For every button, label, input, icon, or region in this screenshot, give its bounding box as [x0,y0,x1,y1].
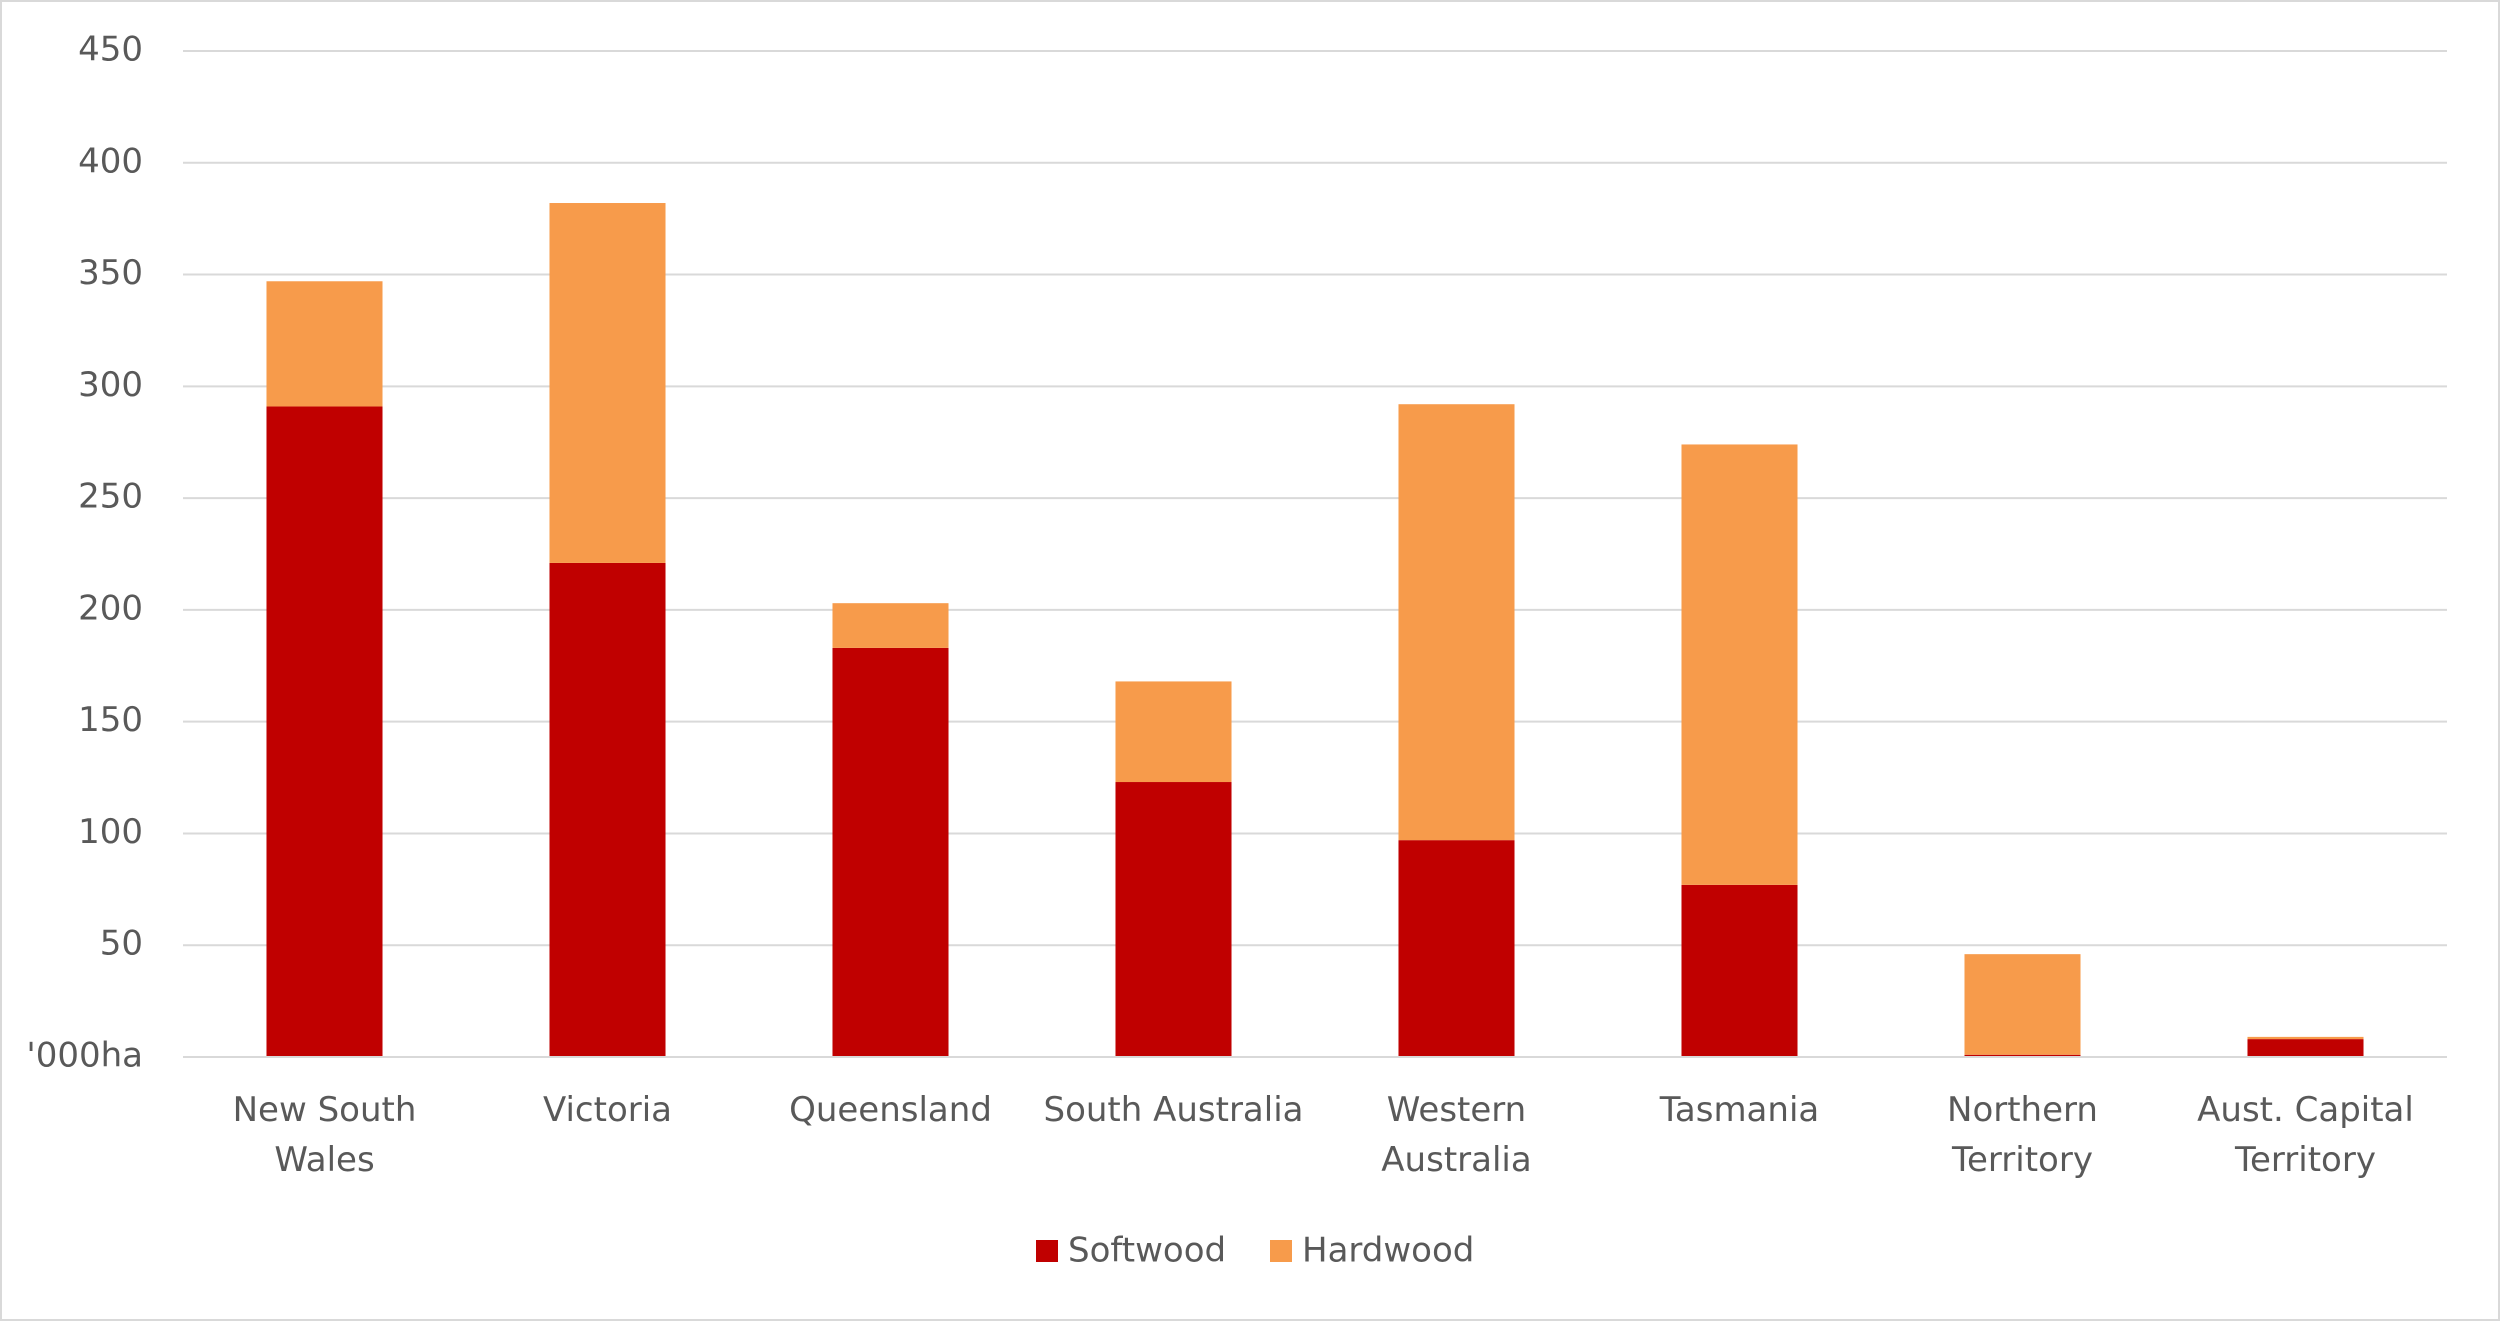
y-tick-label: 350 [78,253,143,293]
bar-segment [1964,1054,2081,1057]
bar-segment [266,281,383,407]
x-tick-label: South Australia [1043,1090,1304,1130]
x-tick-label-box: New South Wales [232,1090,417,1180]
bar-segment [2247,1036,2364,1040]
y-tick-label: 50 [100,924,143,964]
y-tick-label: 100 [78,812,143,852]
bar-segment [2247,1039,2364,1057]
x-tick-label-box: Tasmania [1659,1090,1820,1130]
x-tick-label-box: South Australia [1043,1090,1304,1130]
bar-segment [832,603,949,648]
legend-label: Softwood [1068,1231,1226,1271]
legend-swatch [1270,1240,1292,1262]
bar-segment [549,562,666,1057]
legend-label: Hardwood [1302,1231,1474,1271]
x-tick-label-box: Aust. Capital Territory [2197,1090,2414,1180]
y-tick-label: '000ha [26,1036,143,1076]
bar-segment [1398,404,1515,841]
bar-segment [1115,681,1232,783]
y-tick-label: 400 [78,141,143,181]
x-tick-label: Western Australia [1381,1090,1532,1180]
y-tick-label: 300 [78,365,143,405]
bar-segment [549,203,666,563]
bar-segment [1115,782,1232,1057]
x-tick-label: Aust. Capital Territory [2197,1090,2414,1180]
bar-segment [832,647,949,1057]
x-tick-label: Victoria [542,1090,673,1130]
bar-segment [1398,840,1515,1057]
bar-segment [1681,884,1798,1057]
y-tick-label: 150 [78,700,143,740]
bar-segment [266,406,383,1057]
y-tick-label: 250 [78,477,143,517]
y-tick-label: 450 [78,30,143,70]
bar-segment [1681,444,1798,885]
x-tick-label: Northern Territory [1947,1090,2098,1180]
bar-segment [1964,954,2081,1055]
y-tick-label: 200 [78,588,143,628]
legend-swatch [1036,1240,1058,1262]
x-tick-label: Queensland [789,1090,992,1130]
x-tick-label-box: Victoria [542,1090,673,1130]
x-tick-label-box: Western Australia [1381,1090,1532,1180]
x-tick-label: Tasmania [1659,1090,1820,1130]
x-tick-label: New South Wales [232,1090,417,1180]
x-tick-label-box: Queensland [789,1090,992,1130]
x-tick-label-box: Northern Territory [1947,1090,2098,1180]
